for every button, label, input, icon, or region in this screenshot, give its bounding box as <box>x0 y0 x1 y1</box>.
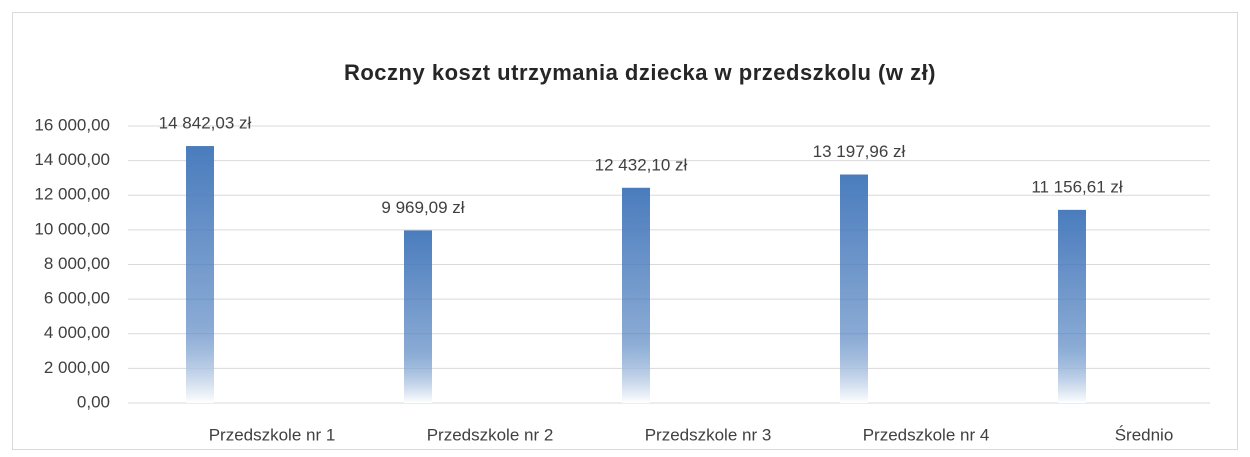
value-label: 11 156,61 zł <box>1031 177 1123 196</box>
y-tick-label: 16 000,00 <box>34 115 110 134</box>
bar <box>404 230 432 403</box>
y-tick-label: 4 000,00 <box>44 323 110 342</box>
y-tick-label: 6 000,00 <box>44 289 110 308</box>
x-tick-label: Przedszkole nr 4 <box>863 425 990 444</box>
value-label: 12 432,10 zł <box>595 155 688 174</box>
x-tick-label: Średnio <box>1115 425 1174 444</box>
y-tick-label: 8 000,00 <box>44 254 110 273</box>
y-tick-label: 14 000,00 <box>34 150 110 169</box>
value-label: 9 969,09 zł <box>381 198 464 217</box>
x-tick-label: Przedszkole nr 3 <box>645 425 772 444</box>
value-label: 14 842,03 zł <box>159 114 252 133</box>
bar <box>186 146 214 403</box>
bar <box>840 174 868 403</box>
value-label: 13 197,96 zł <box>813 142 906 161</box>
y-tick-label: 10 000,00 <box>34 219 110 238</box>
chart-title: Roczny koszt utrzymania dziecka w przeds… <box>344 60 936 85</box>
bar <box>1058 209 1086 403</box>
x-tick-label: Przedszkole nr 2 <box>427 425 554 444</box>
y-tick-label: 12 000,00 <box>34 185 110 204</box>
x-tick-label: Przedszkole nr 1 <box>209 425 336 444</box>
y-tick-label: 0,00 <box>77 392 110 411</box>
bar <box>622 187 650 403</box>
y-tick-label: 2 000,00 <box>44 358 110 377</box>
